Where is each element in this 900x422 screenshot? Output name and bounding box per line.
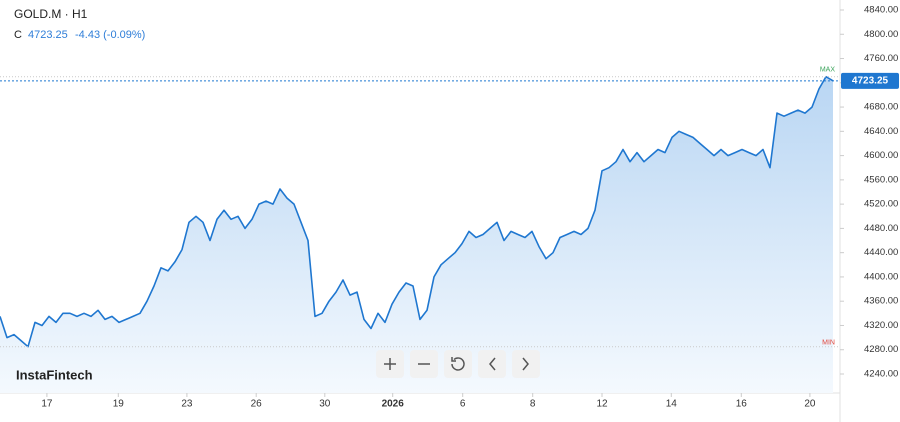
y-tick-label: 4600.00 <box>864 150 898 161</box>
scroll-left-button[interactable] <box>478 350 506 378</box>
x-tick-label: 17 <box>41 399 53 410</box>
close-label: C <box>14 29 22 41</box>
symbol-title: GOLD.M · H1 <box>14 7 88 21</box>
zoom-out-button[interactable] <box>410 350 438 378</box>
zoom-in-button[interactable] <box>376 350 404 378</box>
price-line <box>0 75 834 348</box>
y-tick-label: 4520.00 <box>864 199 898 210</box>
y-tick-label: 4480.00 <box>864 223 898 234</box>
y-tick-label: 4440.00 <box>864 247 898 258</box>
x-tick-label: 26 <box>251 399 263 410</box>
y-tick-label: 4760.00 <box>864 53 898 64</box>
x-tick-label: 8 <box>530 399 536 410</box>
x-tick-label: 12 <box>596 399 608 410</box>
x-tick-label: 23 <box>181 399 193 410</box>
price-tag-label: 4723.25 <box>852 75 889 86</box>
y-tick-label: 4560.00 <box>864 174 898 185</box>
price-tag <box>841 72 899 89</box>
scroll-right-button[interactable] <box>512 350 540 378</box>
y-tick-label: 4360.00 <box>864 296 898 307</box>
y-tick-label: 4240.00 <box>864 369 898 380</box>
y-tick-label: 4680.00 <box>864 102 898 113</box>
x-tick-label: 19 <box>113 399 125 410</box>
y-tick-label: 4800.00 <box>864 29 898 40</box>
y-tick-label: 4400.00 <box>864 271 898 282</box>
reset-button[interactable] <box>444 350 472 378</box>
x-tick-label: 6 <box>460 399 466 410</box>
area-fill <box>0 76 833 393</box>
close-value: 4723.25 <box>28 29 68 41</box>
y-tick-label: 4280.00 <box>864 344 898 355</box>
x-tick-label: 30 <box>319 399 331 410</box>
x-tick-label: 2026 <box>382 399 405 410</box>
min-label: MIN <box>822 340 835 347</box>
y-tick-label: 4320.00 <box>864 320 898 331</box>
x-tick-label: 20 <box>804 399 816 410</box>
x-tick-label: 16 <box>736 399 748 410</box>
change: -4.43 (-0.09%) <box>75 29 145 41</box>
brand: InstaFintech <box>16 367 93 382</box>
y-tick-label: 4640.00 <box>864 126 898 137</box>
y-tick-label: 4840.00 <box>864 5 898 16</box>
x-tick-label: 14 <box>666 399 678 410</box>
plot <box>0 75 840 393</box>
max-label: MAX <box>820 67 836 74</box>
toolbar <box>376 350 540 378</box>
